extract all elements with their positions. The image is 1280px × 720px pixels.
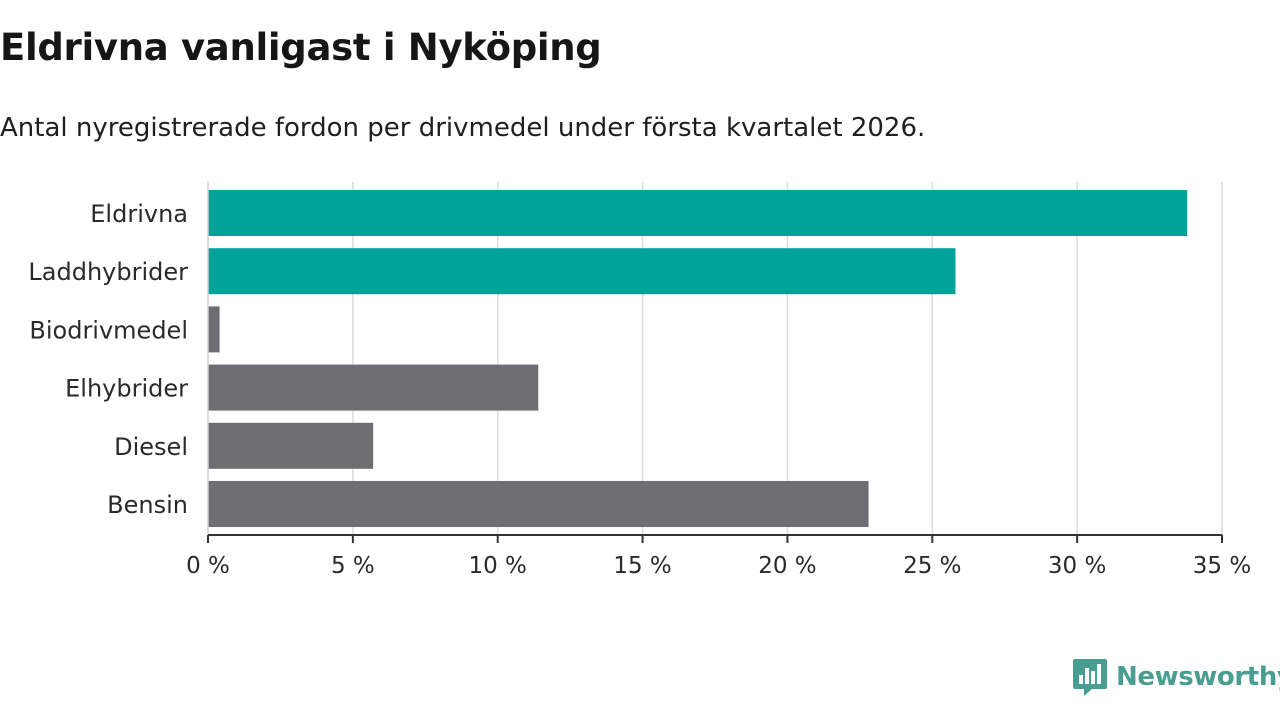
newsworthy-logo-text: Newsworthy (1116, 662, 1280, 692)
chart-title: Eldrivna vanligast i Nyköping (0, 26, 602, 69)
category-label: Elhybrider (65, 375, 188, 403)
category-label: Laddhybrider (28, 258, 188, 286)
bar-laddhybrider (208, 248, 956, 295)
bar-elhybrider (208, 364, 539, 411)
bar-bensin (208, 481, 869, 527)
x-tick-label: 15 % (613, 553, 671, 579)
x-tick-label: 0 % (186, 553, 230, 579)
bars (208, 190, 1188, 527)
x-tick-label: 5 % (331, 553, 375, 579)
newsworthy-logo-icon (1073, 659, 1107, 696)
x-tick-label: 10 % (468, 553, 526, 579)
newsworthy-logo: Newsworthy (1072, 656, 1280, 698)
chart-subtitle: Antal nyregistrerade fordon per drivmede… (0, 113, 926, 143)
x-tick-label: 20 % (758, 553, 816, 579)
category-label: Diesel (114, 433, 188, 461)
bar-diesel (208, 422, 374, 469)
category-label: Biodrivmedel (29, 316, 188, 344)
x-axis: 0 % 5 % 10 % 15 % 20 % 25 % 30 % 35 % (186, 182, 1251, 579)
bar-eldrivna (208, 190, 1188, 236)
x-tick-label: 25 % (903, 553, 961, 579)
x-tick-label: 30 % (1048, 553, 1106, 579)
bar-biodrivmedel (208, 306, 220, 353)
gridlines (352, 182, 1223, 535)
category-labels: Eldrivna Laddhybrider Biodrivmedel Elhybrid… (28, 200, 188, 519)
x-tick-label: 35 % (1193, 553, 1251, 579)
category-label: Bensin (107, 491, 188, 519)
category-label: Eldrivna (90, 200, 188, 228)
